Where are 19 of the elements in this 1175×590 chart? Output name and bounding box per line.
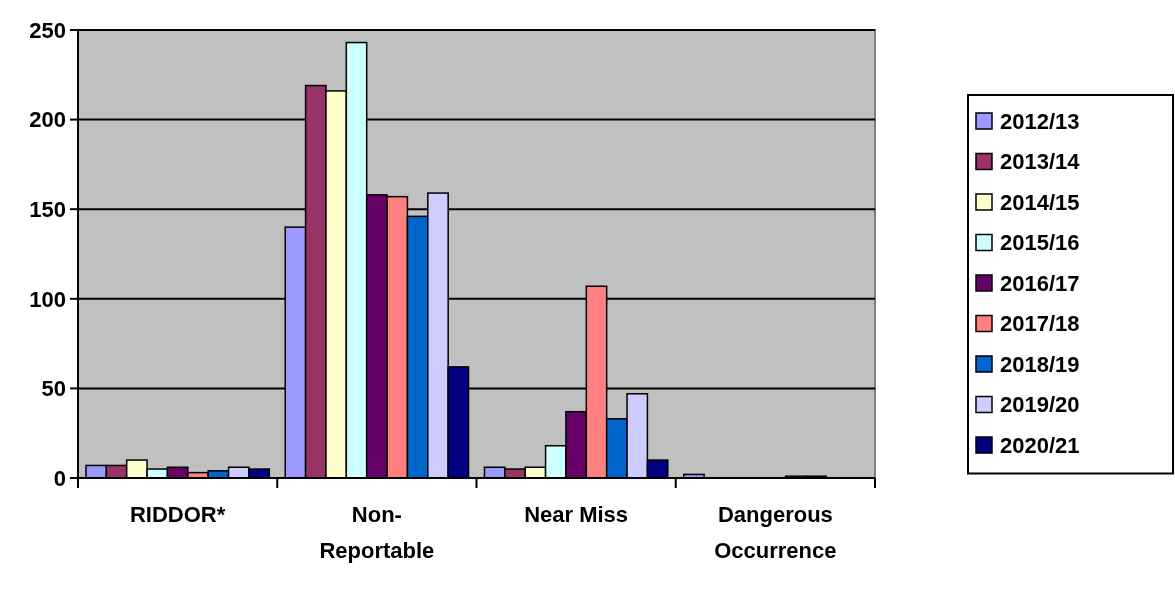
legend-label: 2016/17 [1000,270,1080,296]
legend-label: 2014/15 [1000,189,1080,215]
x-tick-label: Non-Reportable [319,502,435,563]
x-tick-label: Dangerous Occurrence [714,502,837,563]
legend-label: 2012/13 [1000,108,1080,134]
x-tick-label: Near Miss [524,502,629,527]
y-tick-label: 100 [29,286,66,312]
legend-label: 2015/16 [1000,230,1080,256]
y-tick-label: 200 [29,107,66,133]
legend-label: 2013/14 [1000,149,1081,175]
legend-label: 2017/18 [1000,311,1080,337]
x-tick-label: RIDDOR* [129,502,226,527]
y-tick-label: 0 [53,465,66,491]
y-tick-label: 250 [29,17,66,43]
legend-label: 2019/20 [1000,392,1080,418]
legend-label: 2018/19 [1000,351,1080,377]
legend-label: 2020/21 [1000,432,1080,458]
y-tick-label: 50 [41,376,66,402]
y-tick-label: 150 [29,196,66,222]
